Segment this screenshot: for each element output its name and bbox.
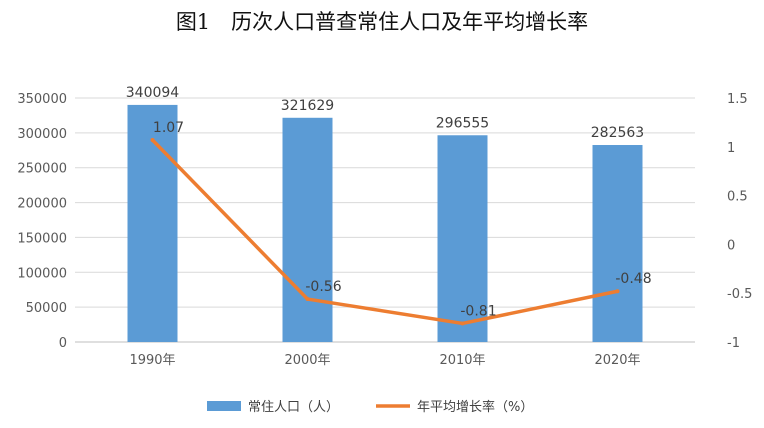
- bar-data-label: 282563: [591, 125, 644, 141]
- y-left-tick-label: 150000: [17, 231, 67, 246]
- y-right-tick-label: -1: [727, 336, 740, 351]
- chart-title: 图1 历次人口普查常住人口及年平均增长率: [175, 10, 589, 34]
- x-tick-label: 2000年: [284, 353, 330, 368]
- y-right-tick-label: 0.5: [727, 190, 748, 205]
- y-left-tick-label: 250000: [17, 162, 67, 177]
- y-right-tick-label: -0.5: [727, 287, 752, 302]
- line-point: [460, 321, 465, 326]
- y-left-tick-label: 300000: [17, 127, 67, 142]
- bar-data-label: 340094: [126, 85, 180, 101]
- legend: 常住人口（人） 年平均增长率（%）: [207, 399, 533, 415]
- bar: [282, 117, 333, 342]
- bar: [592, 145, 643, 342]
- bar-data-label: 321629: [281, 98, 334, 114]
- y-left-tick-label: 200000: [17, 197, 67, 212]
- bar-data-label: 296555: [436, 115, 489, 131]
- y-right-tick-label: 0: [727, 238, 735, 253]
- y-right-tick-label: 1.5: [727, 92, 748, 107]
- y-left-tick-label: 100000: [17, 266, 67, 281]
- y-left-tick-label: 0: [59, 336, 67, 351]
- x-tick-label: 2020年: [594, 353, 640, 368]
- y-left-tick-label: 50000: [26, 301, 67, 316]
- growth-rate-line: [151, 138, 618, 326]
- y-right-tick-label: 1: [727, 141, 735, 156]
- y-left-tick-label: 350000: [17, 92, 67, 107]
- x-tick-label: 2010年: [439, 353, 485, 368]
- line-point: [615, 289, 620, 294]
- legend-label-population: 常住人口（人）: [248, 400, 339, 415]
- line-data-label: -0.81: [460, 303, 496, 319]
- bar: [127, 104, 178, 342]
- line-data-label: 1.07: [153, 120, 184, 136]
- line-point: [305, 297, 310, 302]
- legend-swatch-bar: [207, 401, 241, 411]
- line-point: [150, 137, 155, 142]
- line-data-label: -0.56: [305, 279, 341, 295]
- x-tick-label: 1990年: [129, 353, 175, 368]
- line-data-label: -0.48: [615, 271, 651, 287]
- bar: [437, 135, 488, 342]
- legend-label-growth-rate: 年平均增长率（%）: [417, 399, 533, 415]
